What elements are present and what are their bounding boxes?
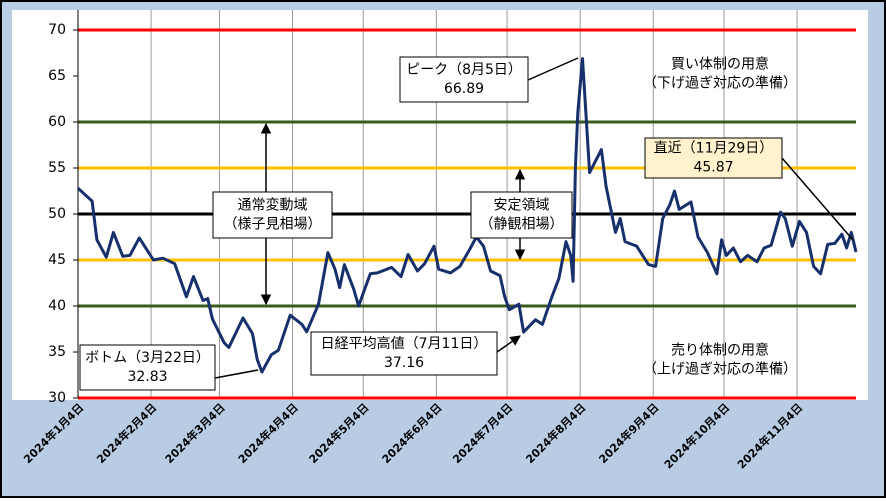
annotation-text: ピーク（8月5日）	[406, 62, 522, 78]
pointer	[214, 369, 259, 379]
annotation-text: 安定領域	[494, 197, 550, 214]
pointer	[496, 335, 521, 353]
annotation-text: 37.16	[384, 355, 424, 371]
annotation-text: （静観相場）	[480, 216, 564, 233]
annotation-box	[644, 137, 783, 179]
annotation-box	[399, 56, 529, 103]
y-tick-label: 35	[48, 344, 66, 360]
y-tick-label: 30	[48, 390, 66, 406]
y-tick-label: 50	[48, 206, 66, 222]
annotation-text: ボトム（3月22日）	[85, 350, 210, 366]
pointer	[781, 157, 854, 241]
annotation-box	[470, 191, 573, 239]
annotation-text: 直近（11月29日）	[654, 140, 774, 157]
annotation-text: 66.89	[444, 81, 484, 97]
annotation-text: 日経平均高値（7月11日）	[321, 335, 488, 352]
annotation-text: （様子見相場）	[224, 217, 322, 233]
annotation-text: 32.83	[127, 369, 167, 385]
y-tick-label: 55	[48, 160, 66, 176]
y-tick-label: 45	[48, 252, 66, 268]
y-tick-label: 60	[48, 114, 66, 130]
annotation-text: 通常変動域	[238, 197, 308, 214]
annotation-box	[212, 191, 333, 239]
annotation-text: 売り体制の用意	[671, 342, 769, 359]
annotation-text: （上げ過ぎ対応の準備）	[643, 362, 797, 378]
annotation-text: 45.87	[693, 160, 733, 176]
pointer	[527, 57, 579, 81]
y-tick-label: 70	[48, 22, 66, 38]
annotation-box	[79, 344, 216, 391]
y-tick-label: 40	[48, 298, 66, 314]
annotation-text: 買い体制の用意	[671, 56, 769, 73]
y-tick-label: 65	[48, 68, 66, 84]
series-line	[76, 57, 858, 374]
annotation-text: （下げ過ぎ対応の準備）	[643, 76, 797, 92]
annotation-box	[310, 331, 498, 376]
